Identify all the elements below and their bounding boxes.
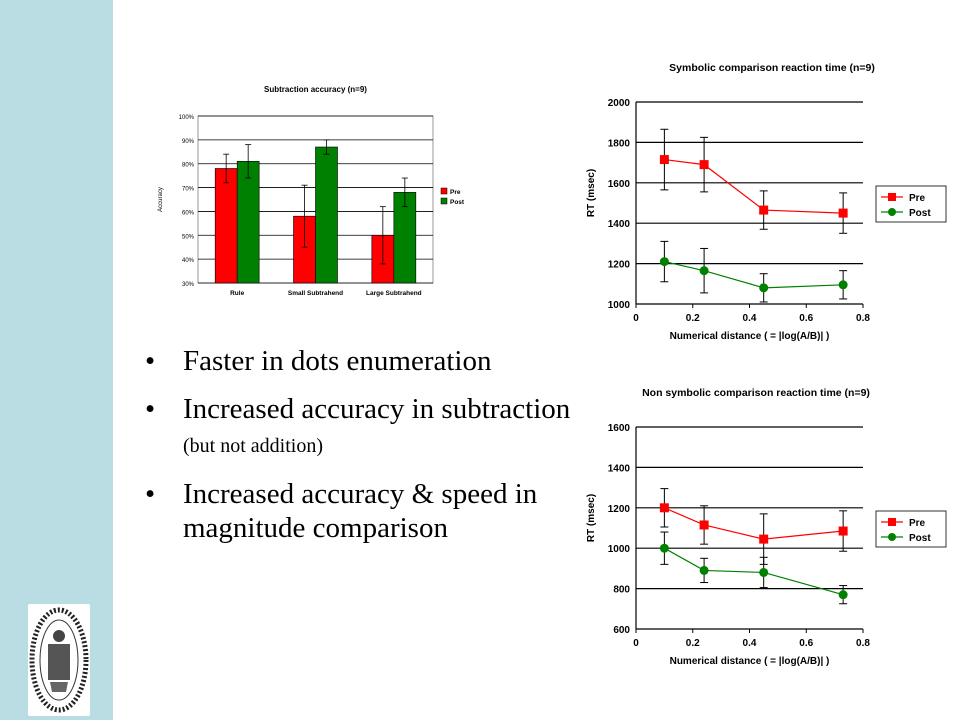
data-point-post — [699, 266, 709, 276]
x-tick-label: 0.2 — [686, 313, 700, 324]
nonsymbolic-rt-line-chart: Non symbolic comparison reaction time (n… — [586, 387, 947, 667]
legend-swatch — [440, 187, 448, 195]
legend-box — [875, 510, 947, 548]
y-axis-label: RT (msec) — [586, 169, 597, 217]
bullet-dot: • — [145, 478, 156, 510]
y-tick-label: 1400 — [608, 219, 631, 230]
bullet-list: • Faster in dots enumeration • Increased… — [145, 344, 585, 559]
y-tick-label: 80% — [182, 163, 195, 169]
university-seal-logo — [28, 604, 90, 716]
y-tick-label: 1200 — [608, 504, 631, 515]
data-point-post — [759, 283, 769, 293]
y-tick-label: 30% — [182, 282, 195, 288]
legend-label: Pre — [450, 189, 461, 196]
x-tick-label: Small Subtrahend — [288, 290, 343, 297]
legend-label: Pre — [909, 518, 926, 529]
sidebar-band — [0, 0, 113, 720]
x-tick-label: 0.2 — [686, 638, 700, 649]
y-tick-label: 1800 — [608, 138, 631, 149]
x-axis-label: Numerical distance ( = |log(A/B)| ) — [670, 331, 830, 342]
data-point-pre — [838, 526, 848, 536]
data-point-post — [659, 257, 669, 267]
y-tick-label: 1200 — [608, 260, 631, 271]
legend-swatch — [440, 197, 448, 205]
series-line-pre — [664, 158, 844, 214]
data-point-pre — [699, 520, 709, 530]
x-tick-label: Large Subtrahend — [366, 290, 422, 297]
legend-marker-pre — [888, 518, 896, 526]
x-tick-label: 0.6 — [799, 638, 813, 649]
legend-label: Post — [909, 533, 931, 544]
data-point-post — [659, 543, 669, 553]
data-point-pre — [659, 503, 669, 513]
data-point-pre — [659, 155, 669, 165]
legend-label: Post — [450, 199, 465, 206]
y-axis-label: Accuracy — [158, 187, 164, 212]
data-point-post — [838, 590, 848, 600]
bar-pre — [214, 168, 238, 284]
legend-box — [875, 185, 947, 223]
symbolic-rt-line-chart: Symbolic comparison reaction time (n=9) 1… — [586, 62, 947, 342]
x-tick-label: 0.8 — [856, 313, 870, 324]
series-line-post — [664, 260, 844, 289]
y-tick-label: 1600 — [608, 179, 631, 190]
y-tick-label: 100% — [179, 115, 195, 121]
legend-marker-post — [888, 208, 896, 216]
bullet-note: (but not addition) — [183, 435, 323, 457]
y-tick-label: 1600 — [608, 423, 631, 434]
data-point-pre — [759, 205, 769, 215]
chart-title: Symbolic comparison reaction time (n=9) — [669, 62, 875, 74]
bullet-text: Increased accuracy & speed in magnitude … — [183, 478, 538, 544]
data-point-post — [759, 567, 769, 577]
bullet-item: • Increased accuracy in subtraction (but… — [145, 392, 585, 463]
chart-title: Non symbolic comparison reaction time (n… — [642, 387, 870, 399]
bullet-dot: • — [145, 345, 156, 377]
y-tick-label: 40% — [182, 258, 195, 264]
subtraction-accuracy-bar-chart: Subtraction accuracy (n=9) 30% 40% 50% 60% 70… — [158, 85, 465, 297]
y-tick-label: 60% — [182, 210, 195, 216]
data-point-pre — [759, 534, 769, 544]
x-tick-label: 0 — [633, 638, 639, 649]
bar-post — [315, 146, 338, 284]
x-tick-label: 0.6 — [799, 313, 813, 324]
bullet-dot: • — [145, 393, 156, 425]
y-tick-label: 50% — [182, 234, 195, 240]
x-tick-label: 0.8 — [856, 638, 870, 649]
y-tick-label: 1400 — [608, 463, 631, 474]
x-axis-label: Numerical distance ( = |log(A/B)| ) — [670, 656, 830, 667]
data-point-pre — [838, 208, 848, 218]
data-point-post — [699, 565, 709, 575]
legend-label: Pre — [909, 193, 926, 204]
y-tick-label: 1000 — [608, 544, 631, 555]
series-line-pre — [664, 507, 844, 540]
x-tick-label: 0 — [633, 313, 639, 324]
y-tick-label: 90% — [182, 139, 195, 145]
bar-post — [236, 161, 260, 284]
y-tick-label: 600 — [613, 625, 630, 636]
x-tick-label: Rule — [230, 290, 244, 297]
legend-label: Post — [909, 208, 931, 219]
series-line-post — [664, 547, 844, 596]
x-tick-label: 0.4 — [743, 638, 757, 649]
y-tick-label: 70% — [182, 187, 195, 193]
y-axis-label: RT (msec) — [586, 494, 597, 542]
chart-title: Subtraction accuracy (n=9) — [264, 85, 367, 94]
y-tick-label: 800 — [613, 585, 630, 596]
bullet-text: Increased accuracy in subtraction — [183, 393, 571, 425]
y-tick-label: 2000 — [608, 98, 631, 109]
legend-marker-pre — [888, 193, 896, 201]
data-point-post — [838, 280, 848, 290]
x-tick-label: 0.4 — [743, 313, 757, 324]
y-tick-label: 1000 — [608, 300, 631, 311]
bullet-item: • Increased accuracy & speed in magnitud… — [145, 477, 585, 545]
data-point-pre — [699, 160, 709, 170]
bullet-item: • Faster in dots enumeration — [145, 344, 585, 378]
legend-marker-post — [888, 533, 896, 541]
bullet-text: Faster in dots enumeration — [183, 345, 492, 377]
